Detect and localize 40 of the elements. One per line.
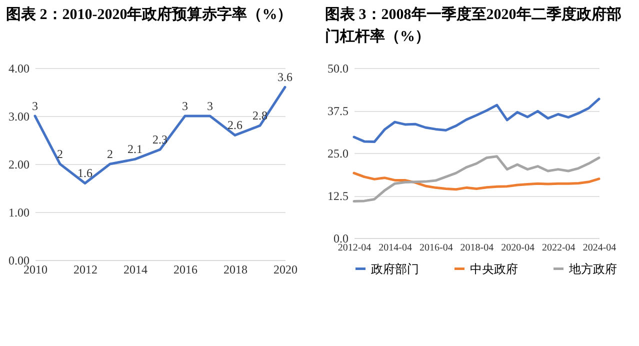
chart-title: 图表 3：2008年一季度至2020年二季度政府部门杠杆率（%） bbox=[325, 5, 622, 47]
y-tick-label: 0.0 bbox=[334, 232, 348, 246]
x-tick-label: 2014-04 bbox=[378, 242, 412, 254]
x-tick-label: 2014 bbox=[124, 262, 148, 276]
data-label: 1.6 bbox=[78, 166, 92, 180]
line-series bbox=[34, 86, 286, 184]
legend-label: 中央政府 bbox=[470, 262, 518, 276]
line-series bbox=[352, 172, 600, 191]
x-tick-label: 2020 bbox=[274, 262, 298, 276]
y-tick-label: 37.5 bbox=[328, 104, 348, 118]
line-series bbox=[352, 98, 600, 144]
data-label: 2 bbox=[57, 147, 63, 161]
data-label: 3.6 bbox=[278, 70, 292, 84]
y-tick-label: 25.0 bbox=[328, 146, 348, 160]
data-label: 2.1 bbox=[128, 142, 142, 156]
x-tick-label: 2012 bbox=[74, 262, 98, 276]
y-tick-label: 2.00 bbox=[8, 158, 30, 172]
data-label: 2.6 bbox=[228, 118, 242, 132]
y-tick-label: 4.00 bbox=[8, 62, 30, 76]
x-tick-label: 2022-04 bbox=[542, 242, 576, 254]
y-tick-label: 50.0 bbox=[328, 62, 348, 76]
data-label: 2.3 bbox=[152, 132, 168, 147]
legend-label: 地方政府 bbox=[568, 262, 617, 276]
y-tick-label: 12.5 bbox=[328, 189, 348, 203]
chart-title: 图表 2：2010-2020年政府预算赤字率（%） bbox=[6, 5, 294, 25]
data-label: 2 bbox=[107, 147, 113, 161]
legend-label: 政府部门 bbox=[371, 262, 419, 276]
data-label: 3 bbox=[182, 99, 188, 113]
data-label: 3 bbox=[32, 99, 38, 113]
x-tick-label: 2012-04 bbox=[338, 242, 372, 254]
y-tick-label: 3.00 bbox=[8, 110, 30, 124]
x-tick-label: 2024-04 bbox=[582, 242, 616, 254]
x-tick-label: 2018 bbox=[224, 262, 248, 276]
x-tick-label: 2020-04 bbox=[501, 242, 535, 254]
y-tick-label: 1.00 bbox=[8, 206, 30, 220]
line-series bbox=[352, 155, 600, 203]
x-tick-label: 2018-04 bbox=[460, 242, 494, 254]
x-tick-label: 2016 bbox=[174, 262, 198, 276]
data-label: 3 bbox=[207, 99, 213, 113]
x-tick-label: 2016-04 bbox=[419, 242, 453, 254]
